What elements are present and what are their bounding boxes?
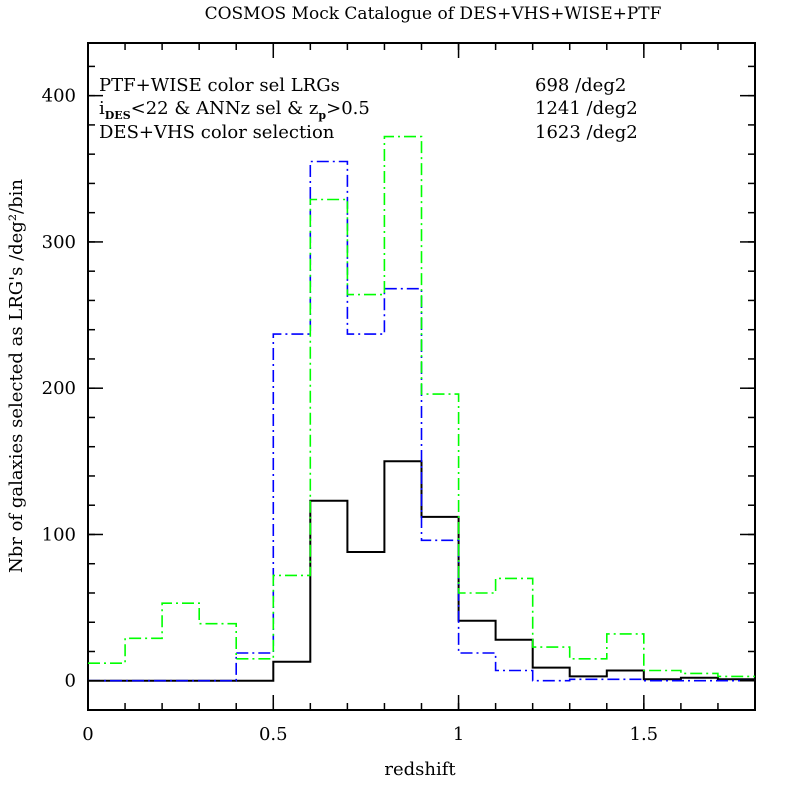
legend-density-des-annz: 1241 /deg2: [535, 98, 638, 119]
axes-layer: 0 0.5 1 1.5 0 100 200 300 400: [42, 43, 756, 745]
legend-density-ptf-wise: 698 /deg2: [535, 75, 626, 96]
legend-label-ptf-wise: PTF+WISE color sel LRGs: [99, 75, 340, 96]
y-tick-label-4: 400: [42, 86, 76, 107]
series-layer: [88, 135, 755, 682]
x-tick-label-1: 0.5: [259, 724, 288, 745]
y-tick-label-1: 100: [42, 524, 76, 545]
legend-label-des-annz-mid: <22 & ANNz sel & z: [131, 98, 319, 119]
legend-label-des-vhs: DES+VHS color selection: [99, 122, 335, 143]
x-tick-label-0: 0: [82, 724, 93, 745]
x-axis-label: redshift: [384, 759, 456, 780]
legend-label-des-annz-post: >0.5: [326, 98, 370, 119]
legend-label-des-annz-sub-p: p: [318, 109, 326, 122]
legend: PTF+WISE color sel LRGs 698 /deg2 iDES<2…: [99, 75, 638, 143]
series-des-vhs: [88, 135, 755, 678]
x-tick-label-3: 1.5: [630, 724, 659, 745]
series-des-annz: [88, 160, 755, 682]
y-tick-label-0: 0: [65, 671, 76, 692]
y-axis-label: Nbr of galaxies selected as LRG's /deg²/…: [6, 179, 27, 573]
y-tick-label-2: 200: [42, 378, 76, 399]
legend-label-des-annz: iDES<22 & ANNz sel & zp>0.5: [99, 98, 370, 122]
legend-label-des-annz-i: i: [99, 98, 105, 119]
legend-density-des-vhs: 1623 /deg2: [535, 122, 638, 143]
chart-title: COSMOS Mock Catalogue of DES+VHS+WISE+PT…: [205, 4, 662, 24]
x-tick-label-2: 1: [453, 724, 464, 745]
y-tick-label-3: 300: [42, 232, 76, 253]
legend-label-des-annz-sub-des: DES: [105, 109, 131, 122]
